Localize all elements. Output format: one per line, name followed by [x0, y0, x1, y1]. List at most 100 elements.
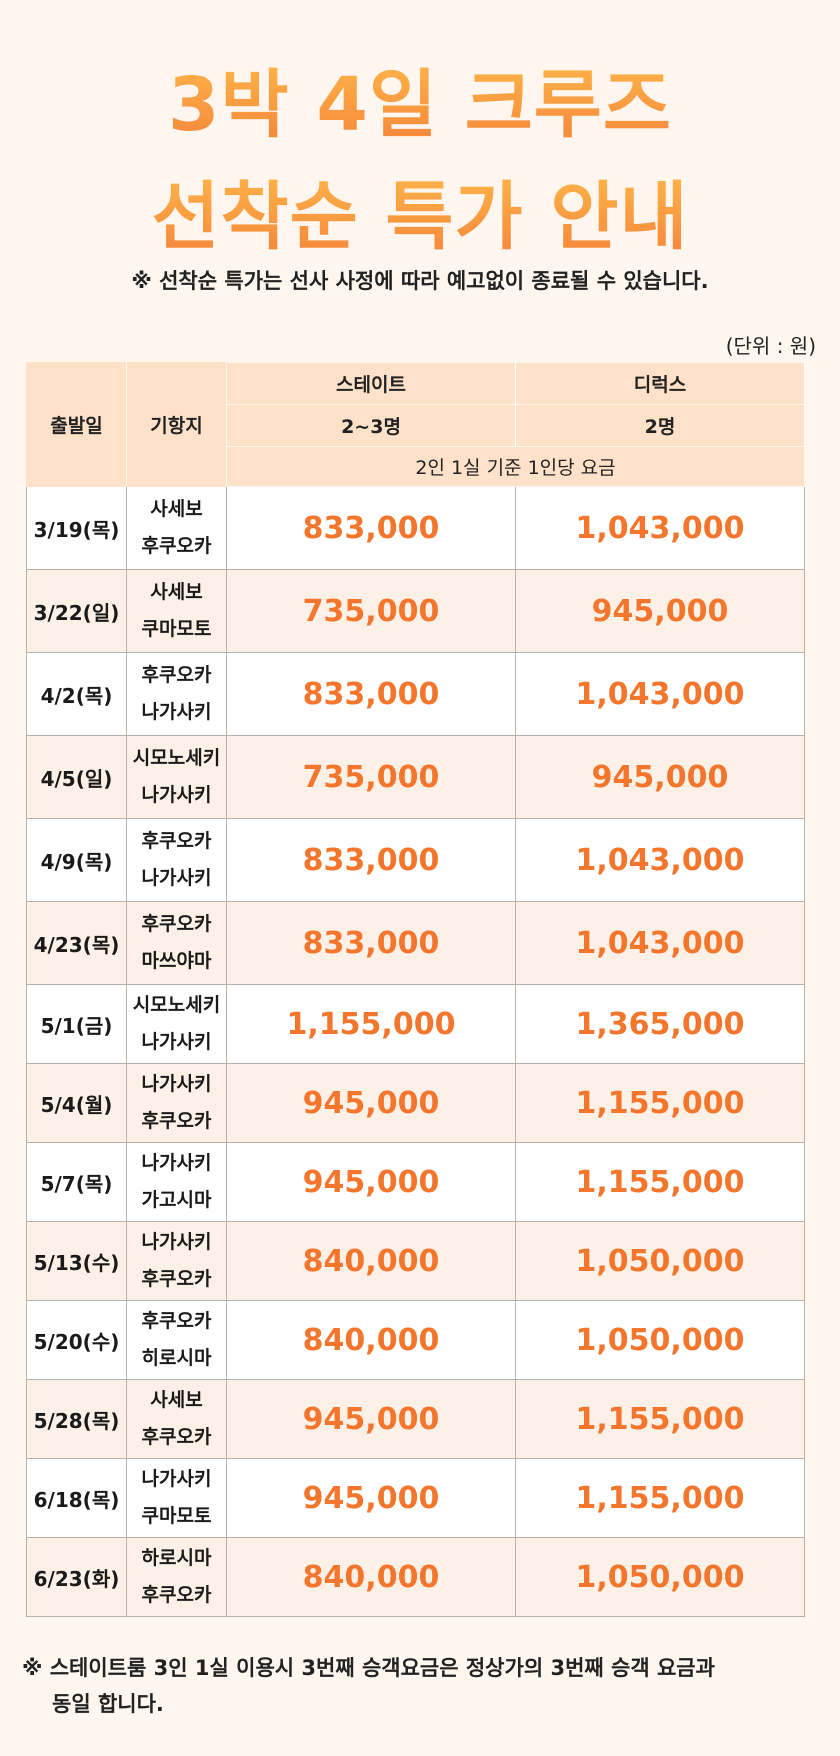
table-row: 4/9(목) 후쿠오카 나가사키 833,000 1,043,000 — [26, 818, 805, 902]
deluxe-price: 1,155,000 — [515, 1063, 805, 1143]
port-first: 후쿠오카 — [141, 1310, 212, 1332]
header-deluxe: 디럭스 — [515, 362, 805, 405]
port-first: 후쿠오카 — [141, 913, 212, 935]
departure-date: 3/19(목) — [26, 486, 127, 570]
stateroom-price: 833,000 — [226, 652, 516, 736]
ports-of-call: 후쿠오카 나가사키 — [126, 818, 227, 902]
port-second: 가고시마 — [141, 1189, 212, 1211]
port-second: 후쿠오카 — [141, 535, 212, 557]
stateroom-price: 945,000 — [226, 1379, 516, 1459]
port-second: 마쓰야마 — [141, 950, 212, 972]
table-row: 4/5(일) 시모노세키 나가사키 735,000 945,000 — [26, 735, 805, 819]
departure-date: 6/18(목) — [26, 1458, 127, 1538]
footnote: ※ 스테이트룸 3인 1실 이용시 3번째 승객요금은 정상가의 3번째 승객 … — [22, 1650, 822, 1722]
deluxe-price: 1,043,000 — [515, 901, 805, 985]
unit-label: (단위 : 원) — [725, 334, 816, 358]
departure-date: 5/1(금) — [26, 984, 127, 1064]
port-first: 하로시마 — [141, 1547, 212, 1569]
table-row: 6/23(화) 하로시마 후쿠오카 840,000 1,050,000 — [26, 1537, 805, 1617]
departure-date: 4/5(일) — [26, 735, 127, 819]
departure-date: 5/4(월) — [26, 1063, 127, 1143]
stateroom-price: 833,000 — [226, 818, 516, 902]
port-first: 사세보 — [150, 581, 203, 603]
port-first: 사세보 — [150, 1389, 203, 1411]
port-second: 후쿠오카 — [141, 1268, 212, 1290]
stateroom-price: 840,000 — [226, 1300, 516, 1380]
departure-date: 3/22(일) — [26, 569, 127, 653]
departure-date: 4/23(목) — [26, 901, 127, 985]
port-second: 나가사키 — [141, 1031, 212, 1053]
header-stateroom-people: 2~3명 — [226, 404, 516, 447]
stateroom-price: 735,000 — [226, 735, 516, 819]
table-row: 5/7(목) 나가사키 가고시마 945,000 1,155,000 — [26, 1142, 805, 1222]
stateroom-price: 945,000 — [226, 1142, 516, 1222]
stateroom-price: 833,000 — [226, 486, 516, 570]
departure-date: 4/9(목) — [26, 818, 127, 902]
port-first: 사세보 — [150, 498, 203, 520]
port-second: 히로시마 — [141, 1347, 212, 1369]
stateroom-price: 735,000 — [226, 569, 516, 653]
departure-date: 5/20(수) — [26, 1300, 127, 1380]
port-second: 후쿠오카 — [141, 1110, 212, 1132]
deluxe-price: 945,000 — [515, 735, 805, 819]
port-first: 나가사키 — [141, 1152, 212, 1174]
table-row: 3/22(일) 사세보 쿠마모토 735,000 945,000 — [26, 569, 805, 653]
port-first: 후쿠오카 — [141, 664, 212, 686]
header-stateroom: 스테이트 — [226, 362, 516, 405]
deluxe-price: 945,000 — [515, 569, 805, 653]
port-first: 나가사키 — [141, 1073, 212, 1095]
table-row: 4/2(목) 후쿠오카 나가사키 833,000 1,043,000 — [26, 652, 805, 736]
deluxe-price: 1,155,000 — [515, 1142, 805, 1222]
ports-of-call: 시모노세키 나가사키 — [126, 735, 227, 819]
deluxe-price: 1,043,000 — [515, 486, 805, 570]
table-row: 5/1(금) 시모노세키 나가사키 1,155,000 1,365,000 — [26, 984, 805, 1064]
deluxe-price: 1,050,000 — [515, 1300, 805, 1380]
header-price-basis: 2인 1실 기준 1인당 요금 — [226, 446, 805, 487]
header-deluxe-people: 2명 — [515, 404, 805, 447]
stateroom-price: 840,000 — [226, 1221, 516, 1301]
header-departure-date: 출발일 — [26, 362, 127, 487]
footnote-line1: ※ 스테이트룸 3인 1실 이용시 3번째 승객요금은 정상가의 3번째 승객 … — [22, 1656, 715, 1680]
port-first: 나가사키 — [141, 1468, 212, 1490]
port-second: 나가사키 — [141, 701, 212, 723]
fare-table-body: 3/19(목) 사세보 후쿠오카 833,000 1,043,000 3/22(일) 사세보… — [26, 486, 805, 1617]
stateroom-price: 833,000 — [226, 901, 516, 985]
deluxe-price: 1,155,000 — [515, 1458, 805, 1538]
deluxe-price: 1,050,000 — [515, 1221, 805, 1301]
deluxe-price: 1,155,000 — [515, 1379, 805, 1459]
page-title-line1: 3박 4일 크루즈 — [0, 60, 840, 150]
port-first: 후쿠오카 — [141, 830, 212, 852]
port-second: 후쿠오카 — [141, 1584, 212, 1606]
deluxe-price: 1,043,000 — [515, 652, 805, 736]
page-title-line2: 선착순 특가 안내 — [0, 172, 840, 262]
header-ports: 기항지 — [126, 362, 227, 487]
deluxe-price: 1,050,000 — [515, 1537, 805, 1617]
table-row: 5/28(목) 사세보 후쿠오카 945,000 1,155,000 — [26, 1379, 805, 1459]
departure-date: 5/7(목) — [26, 1142, 127, 1222]
deluxe-price: 1,365,000 — [515, 984, 805, 1064]
port-first: 시모노세키 — [132, 994, 221, 1016]
table-row: 4/23(목) 후쿠오카 마쓰야마 833,000 1,043,000 — [26, 901, 805, 985]
port-second: 쿠마모토 — [141, 618, 212, 640]
stateroom-price: 840,000 — [226, 1537, 516, 1617]
departure-date: 4/2(목) — [26, 652, 127, 736]
notice-text: ※ 선착순 특가는 선사 사정에 따라 예고없이 종료될 수 있습니다. — [131, 269, 709, 293]
port-second: 후쿠오카 — [141, 1426, 212, 1448]
departure-date: 6/23(화) — [26, 1537, 127, 1617]
port-second: 쿠마모토 — [141, 1505, 212, 1527]
fare-table: 출발일 기항지 스테이트 디럭스 2~3명 2명 2인 1실 기준 1인당 요금… — [26, 362, 805, 1617]
footnote-line2: 동일 합니다. — [52, 1692, 164, 1716]
port-first: 나가사키 — [141, 1231, 212, 1253]
stateroom-price: 1,155,000 — [226, 984, 516, 1064]
